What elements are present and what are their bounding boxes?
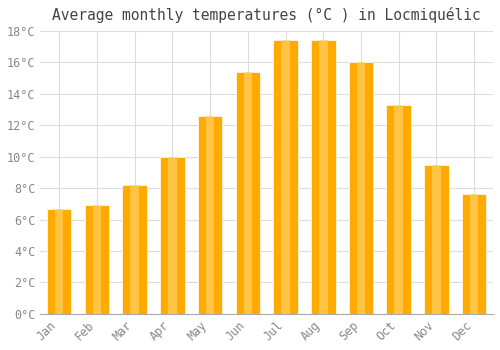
Bar — [470, 195, 478, 314]
Bar — [244, 72, 252, 314]
Bar — [236, 72, 260, 314]
Bar — [198, 116, 222, 314]
Bar — [432, 164, 441, 314]
Bar — [206, 116, 214, 314]
Bar — [424, 164, 448, 314]
Bar — [274, 41, 298, 314]
Bar — [462, 195, 486, 314]
Bar — [84, 205, 109, 314]
Bar — [130, 185, 139, 314]
Bar — [168, 157, 176, 314]
Title: Average monthly temperatures (°C ) in Locmiquélic: Average monthly temperatures (°C ) in Lo… — [52, 7, 481, 23]
Bar — [122, 185, 147, 314]
Bar — [160, 157, 184, 314]
Bar — [348, 63, 374, 314]
Bar — [47, 209, 72, 314]
Bar — [92, 205, 101, 314]
Bar — [394, 105, 403, 314]
Bar — [386, 105, 411, 314]
Bar — [356, 63, 366, 314]
Bar — [311, 41, 336, 314]
Bar — [319, 41, 328, 314]
Bar — [55, 209, 64, 314]
Bar — [282, 41, 290, 314]
